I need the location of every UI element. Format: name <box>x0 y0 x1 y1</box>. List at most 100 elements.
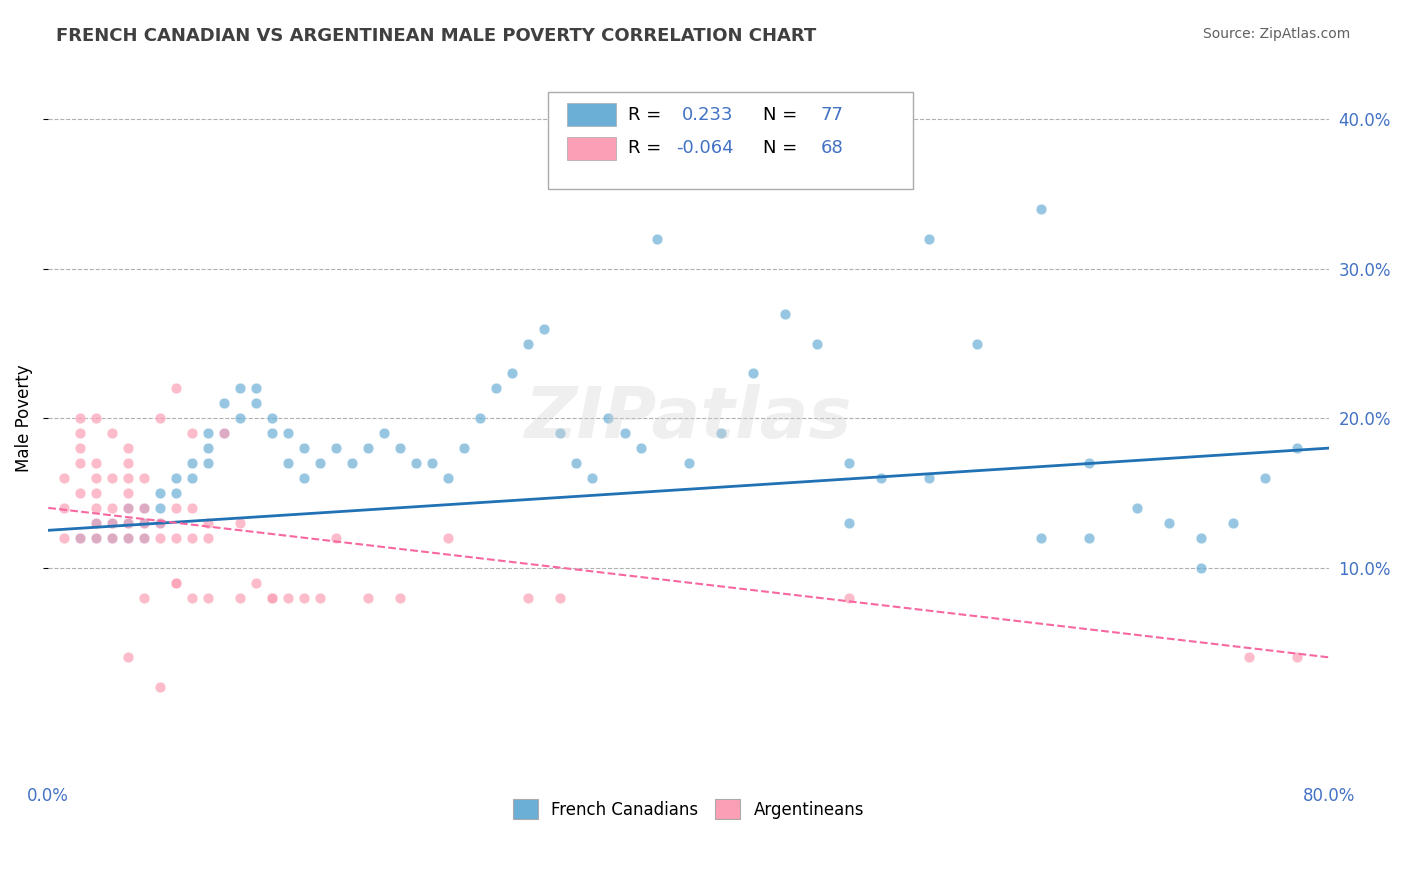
Point <box>84 471 107 485</box>
Point <box>229 591 252 605</box>
Point <box>1222 516 1244 530</box>
Point <box>437 531 460 545</box>
Point <box>1077 531 1099 545</box>
Point <box>134 531 156 545</box>
Point <box>470 411 492 425</box>
Point <box>277 426 299 441</box>
Point <box>806 336 828 351</box>
Point <box>149 531 172 545</box>
Point <box>181 500 204 515</box>
Point <box>181 591 204 605</box>
Point <box>134 591 156 605</box>
Point <box>869 471 891 485</box>
Point <box>485 381 508 395</box>
Point <box>101 516 124 530</box>
Point <box>117 531 139 545</box>
Point <box>181 456 204 470</box>
Point <box>309 591 332 605</box>
Text: 77: 77 <box>821 106 844 124</box>
Point <box>84 456 107 470</box>
Point <box>84 531 107 545</box>
Point <box>1285 650 1308 665</box>
Point <box>550 426 572 441</box>
Point <box>197 516 219 530</box>
Point <box>214 396 236 410</box>
Text: -0.064: -0.064 <box>676 139 734 157</box>
Point <box>117 441 139 455</box>
Point <box>292 591 315 605</box>
Point <box>389 591 412 605</box>
Point <box>165 575 187 590</box>
Point <box>262 411 284 425</box>
Point <box>917 471 939 485</box>
Point <box>197 531 219 545</box>
Point <box>325 441 347 455</box>
Point <box>709 426 731 441</box>
Point <box>1237 650 1260 665</box>
Point <box>101 516 124 530</box>
Point <box>165 500 187 515</box>
Point <box>149 680 172 694</box>
Point <box>229 381 252 395</box>
Point <box>165 575 187 590</box>
Point <box>134 531 156 545</box>
Point <box>165 381 187 395</box>
Point <box>117 486 139 500</box>
Point <box>197 591 219 605</box>
Point <box>773 307 796 321</box>
Point <box>149 516 172 530</box>
Point <box>84 516 107 530</box>
Point <box>101 471 124 485</box>
Point <box>1157 516 1180 530</box>
Point <box>292 441 315 455</box>
Text: R =: R = <box>628 106 668 124</box>
Point <box>134 516 156 530</box>
Point <box>389 441 412 455</box>
Point <box>373 426 395 441</box>
Text: R =: R = <box>628 139 668 157</box>
Point <box>292 471 315 485</box>
Point <box>84 531 107 545</box>
Point <box>1254 471 1277 485</box>
Point <box>533 321 555 335</box>
Point <box>69 441 91 455</box>
Point <box>53 471 76 485</box>
Point <box>101 531 124 545</box>
Point <box>149 500 172 515</box>
Point <box>1029 531 1052 545</box>
Text: ZIPatlas: ZIPatlas <box>524 384 852 453</box>
Point <box>325 531 347 545</box>
Point <box>134 500 156 515</box>
Point <box>245 396 267 410</box>
Point <box>214 426 236 441</box>
Point <box>277 591 299 605</box>
Point <box>245 575 267 590</box>
FancyBboxPatch shape <box>567 137 616 160</box>
Point <box>437 471 460 485</box>
Point <box>69 531 91 545</box>
Point <box>838 591 860 605</box>
Point <box>581 471 603 485</box>
Point <box>134 516 156 530</box>
Point <box>357 441 380 455</box>
Point <box>741 367 763 381</box>
Point <box>262 591 284 605</box>
Point <box>613 426 636 441</box>
Point <box>229 516 252 530</box>
Text: 68: 68 <box>821 139 844 157</box>
Point <box>165 531 187 545</box>
Text: N =: N = <box>763 106 803 124</box>
Text: 0.233: 0.233 <box>682 106 734 124</box>
Point <box>405 456 427 470</box>
Point <box>84 500 107 515</box>
Point <box>165 486 187 500</box>
Point <box>117 471 139 485</box>
Point <box>197 456 219 470</box>
Point <box>550 591 572 605</box>
Point <box>69 411 91 425</box>
Point <box>501 367 523 381</box>
Text: N =: N = <box>763 139 803 157</box>
Point <box>1125 500 1147 515</box>
Point <box>101 426 124 441</box>
Point <box>229 411 252 425</box>
